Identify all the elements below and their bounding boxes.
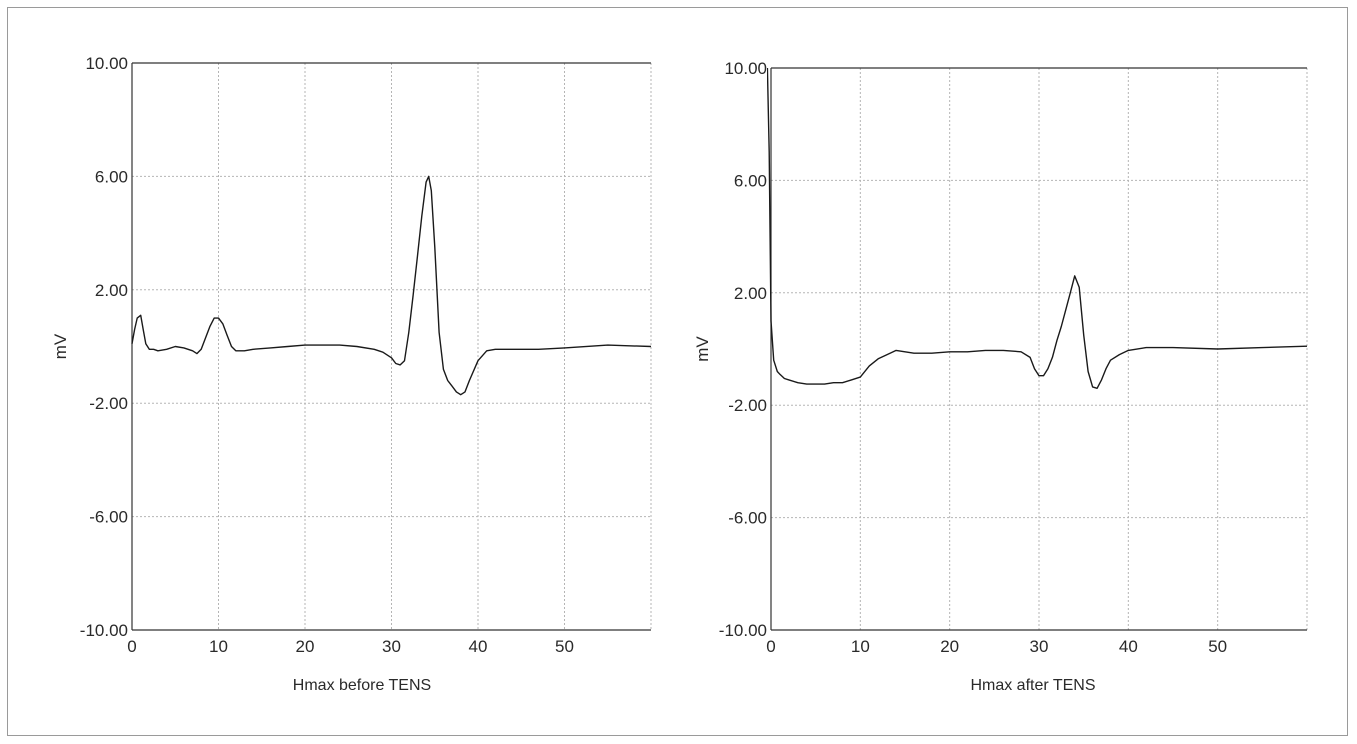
x-tick-label: 10	[209, 637, 228, 656]
x-tick-label: 0	[766, 637, 775, 656]
y-tick-label: 6.00	[734, 171, 767, 190]
x-tick-label: 20	[296, 637, 315, 656]
chart-before-tens: 10.00 6.00 2.00 -2.00 -6.00 -10.000 10 20 30 40 50…	[51, 54, 652, 694]
x-axis-caption: Hmax after TENS	[970, 677, 1095, 694]
x-tick-label: 30	[1030, 637, 1049, 656]
x-tick-label: 30	[382, 637, 401, 656]
x-tick-label: 20	[940, 637, 959, 656]
y-tick-label: -10.00	[719, 621, 767, 640]
y-tick-label: -6.00	[89, 508, 128, 527]
series-line	[131, 175, 651, 396]
x-tick-label: 50	[555, 637, 574, 656]
y-axis-title: mV	[51, 333, 70, 359]
y-tick-label: -10.00	[80, 621, 128, 640]
x-tick-label: 40	[469, 637, 488, 656]
y-tick-label: 10.00	[724, 59, 767, 78]
x-tick-label: 10	[851, 637, 870, 656]
x-axis-caption: Hmax before TENS	[293, 677, 431, 694]
x-tick-label: 0	[127, 637, 136, 656]
x-tick-label: 40	[1119, 637, 1138, 656]
y-tick-label: 10.00	[85, 54, 128, 73]
y-tick-label: -6.00	[728, 509, 767, 528]
y-tick-label: -2.00	[728, 396, 767, 415]
x-tick-label: 50	[1208, 637, 1227, 656]
series-line	[767, 68, 1307, 389]
chart-after-tens: 10.00 6.00 2.00 -2.00 -6.00 -10.000 10 20 30 40 50…	[693, 59, 1308, 694]
figure-frame	[7, 7, 1348, 736]
y-tick-label: 2.00	[734, 284, 767, 303]
y-tick-label: -2.00	[89, 394, 128, 413]
y-tick-label: 2.00	[95, 281, 128, 300]
y-tick-label: 6.00	[95, 167, 128, 186]
y-axis-title: mV	[693, 336, 712, 362]
